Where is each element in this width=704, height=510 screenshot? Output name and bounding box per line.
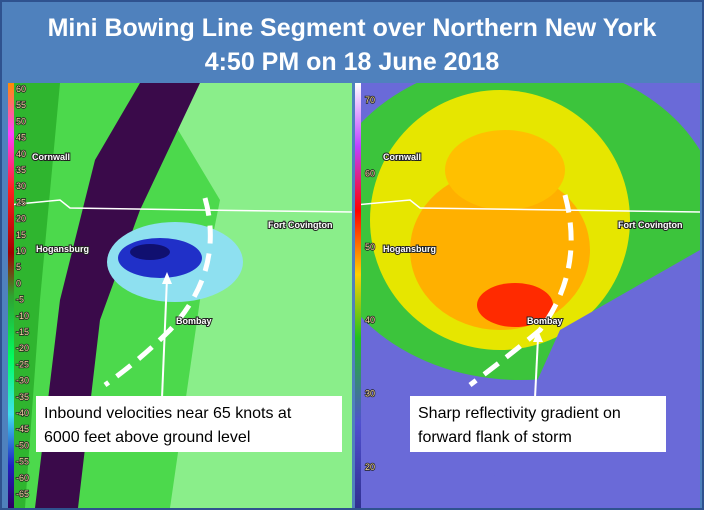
scale-label: 0 — [16, 278, 21, 288]
scale-label: 35 — [16, 165, 26, 175]
place-label: Fort Covington — [618, 220, 683, 230]
place-label: Hogansburg — [36, 244, 89, 254]
place-label: Fort Covington — [268, 220, 333, 230]
scale-label: 50 — [16, 116, 26, 126]
scale-label: -15 — [16, 327, 29, 337]
scale-label: -35 — [16, 392, 29, 402]
color-bar — [8, 83, 14, 508]
scale-label: 60 — [16, 84, 26, 94]
place-label: Cornwall — [383, 152, 421, 162]
place-label: Hogansburg — [383, 244, 436, 254]
title-line: Mini Bowing Line Segment over Northern N… — [48, 14, 657, 42]
color-bar — [355, 83, 361, 508]
place-label: Bombay — [176, 316, 212, 326]
scale-label: 20 — [365, 462, 375, 472]
annotation-box — [410, 396, 666, 452]
scale-label: -20 — [16, 343, 29, 353]
scale-label: -65 — [16, 489, 29, 499]
annotation-text: Sharp reflectivity gradient on — [418, 405, 621, 422]
annotation-text: 6000 feet above ground level — [44, 429, 250, 446]
scale-label: 40 — [16, 149, 26, 159]
scale-label: 5 — [16, 262, 21, 272]
scale-label: -5 — [16, 295, 24, 305]
scale-label: 25 — [16, 197, 26, 207]
scale-label: -45 — [16, 424, 29, 434]
annotation-text: Inbound velocities near 65 knots at — [44, 405, 292, 422]
scale-label: 40 — [365, 315, 375, 325]
scale-label: 45 — [16, 133, 26, 143]
title-line: 4:50 PM on 18 June 2018 — [205, 48, 500, 76]
scale-label: -50 — [16, 440, 29, 450]
scale-label: -40 — [16, 408, 29, 418]
annotation-text: forward flank of storm — [418, 429, 572, 446]
annotation-box — [36, 396, 342, 452]
scale-label: 15 — [16, 230, 26, 240]
place-label: Bombay — [527, 316, 563, 326]
scale-label: 60 — [365, 168, 375, 178]
scale-label: 20 — [16, 214, 26, 224]
scale-label: 10 — [16, 246, 26, 256]
scale-label: -10 — [16, 311, 29, 321]
scale-label: 30 — [16, 181, 26, 191]
scale-label: 30 — [365, 389, 375, 399]
place-label: Cornwall — [32, 152, 70, 162]
scale-label: -55 — [16, 457, 29, 467]
scale-label: 50 — [365, 242, 375, 252]
scale-label: -30 — [16, 376, 29, 386]
scale-label: 55 — [16, 100, 26, 110]
scale-label: 70 — [365, 95, 375, 105]
scale-label: -25 — [16, 359, 29, 369]
scale-label: -60 — [16, 473, 29, 483]
